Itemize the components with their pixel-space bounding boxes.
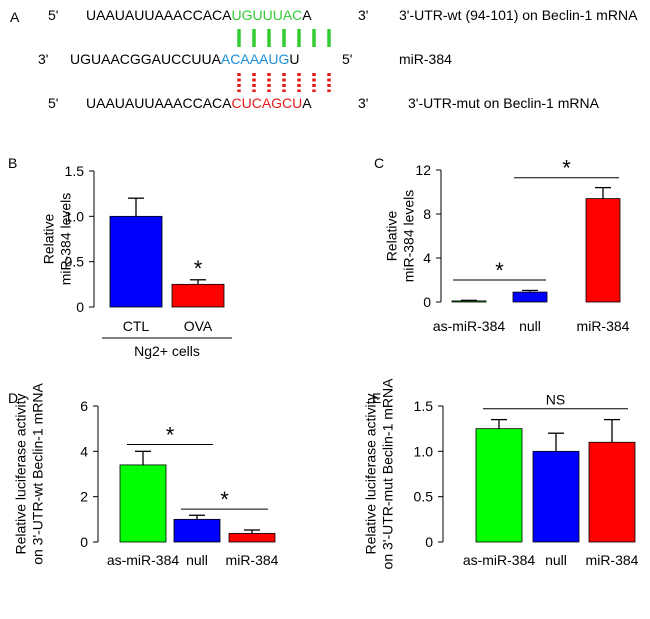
panel-e: E 0 0.5 1.0 1.5 Relative luciferase activity o… [363,378,639,570]
panel-a: A 5' UAAUAUUAAACCACAUGUUUACA 3' 3'-UTR-w… [10,7,638,111]
mut-seq-tail: A [302,95,312,111]
y-tick-label: 1.5 [65,163,85,179]
y-tick-label: 0.5 [414,489,434,505]
category-label: CTL [123,318,150,334]
mut-seq-black: UAAUAUUAAACCACA [86,95,232,111]
y-axis-label: Relative luciferase activity [363,393,379,554]
y-axis-label: on 3'-UTR-mut Beclin-1 mRNA [380,378,396,570]
bar-as-mir-384 [119,464,167,543]
y-tick-label: 12 [415,162,431,178]
bar-mir-384 [228,532,276,543]
significance-star: * [220,487,229,512]
y-axis-label: miR-384 levels [401,190,417,283]
y-tick-label: 0 [76,299,84,315]
category-label: null [186,552,208,568]
wt-3prime: 3' [358,7,368,23]
y-axis-label: on 3'-UTR-wt Beclin-1 mRNA [30,383,46,565]
significance-star: * [194,256,203,281]
mir-seq-black: UGUAACGGAUCCUUA [70,51,222,67]
mut-seq-site: CUCAGCU [231,95,302,111]
category-label: null [519,318,541,334]
bar-as-mir-384 [475,428,523,543]
y-tick-label: 6 [80,398,88,414]
mir-description: miR-384 [399,51,452,67]
mut-sequence: UAAUAUUAAACCACACUCAGCUA [86,95,312,111]
panel-label: C [374,155,384,171]
bar-mir-384 [588,441,636,543]
panel-d: D 0 2 4 6 Relative luciferase activity on 3'-U… [8,383,279,568]
y-tick-label: 0 [425,534,433,550]
wt-seq-tail: A [302,7,312,23]
y-axis-label: Relative [41,214,57,265]
y-tick-label: 1.5 [414,398,434,414]
bar-null [512,291,548,303]
bar-ova [171,283,225,308]
category-label: as-miR-384 [463,552,536,568]
category-label: miR-384 [226,552,279,568]
mir-sequence: UGUAACGGAUCCUUAACAAAUGU [70,51,300,67]
y-axis-label: miR-384 levels [58,193,74,286]
category-label: miR-384 [577,318,630,334]
wt-seq-black: UAAUAUUAAACCACA [86,7,232,23]
bar-mir-384 [585,198,621,303]
y-tick-label: 8 [423,206,431,222]
category-label: as-miR-384 [107,552,180,568]
wt-seq-site: UGUUUAC [231,7,302,23]
y-tick-label: 0.5 [65,254,85,270]
y-tick-label: 0 [423,294,431,310]
y-tick-label: 0 [80,534,88,550]
category-label: miR-384 [586,552,639,568]
mut-pairing-lines [237,73,331,92]
category-label: OVA [184,318,213,334]
mir-5prime: 5' [342,51,352,67]
wt-description: 3'-UTR-wt (94-101) on Beclin-1 mRNA [399,7,638,23]
y-tick-label: 2 [80,489,88,505]
mut-5prime: 5' [48,95,58,111]
mir-3prime: 3' [38,51,48,67]
bar-as-mir-384 [451,300,487,303]
significance-label: NS [546,392,565,408]
group-label: Ng2+ cells [134,343,200,359]
mut-3prime: 3' [358,95,368,111]
y-tick-label: 4 [423,250,431,266]
bar-null [532,450,580,543]
category-label: as-miR-384 [433,318,506,334]
mut-description: 3'-UTR-mut on Beclin-1 mRNA [408,95,600,111]
y-axis-label: Relative [384,211,400,262]
bar-ctl [109,215,163,308]
significance-star: * [495,258,504,283]
y-tick-label: 1.0 [65,208,85,224]
y-tick-label: 4 [80,443,88,459]
significance-star: * [166,423,175,448]
wt-5prime: 5' [48,7,58,23]
bar-null [173,518,221,543]
y-axis-label: Relative luciferase activity [13,393,29,554]
mir-seq-tail: U [289,51,299,67]
wt-pairing-lines [237,29,331,47]
panel-label: B [8,155,17,171]
panel-b: B 0 0.5 1.0 1.5 Relative miR-384 levels CTL OVA *… [8,155,232,359]
panel-a-label: A [10,9,20,25]
category-label: null [545,552,567,568]
mir-seq-site: ACAAAUG [221,51,289,67]
wt-sequence: UAAUAUUAAACCACAUGUUUACA [86,7,312,23]
panel-label: E [372,390,381,406]
significance-star: * [562,156,571,181]
panel-c: C 0 4 8 12 Relative miR-384 levels as-miR-384 nu… [374,155,630,334]
panel-label: D [8,390,18,406]
y-tick-label: 1.0 [414,443,434,459]
